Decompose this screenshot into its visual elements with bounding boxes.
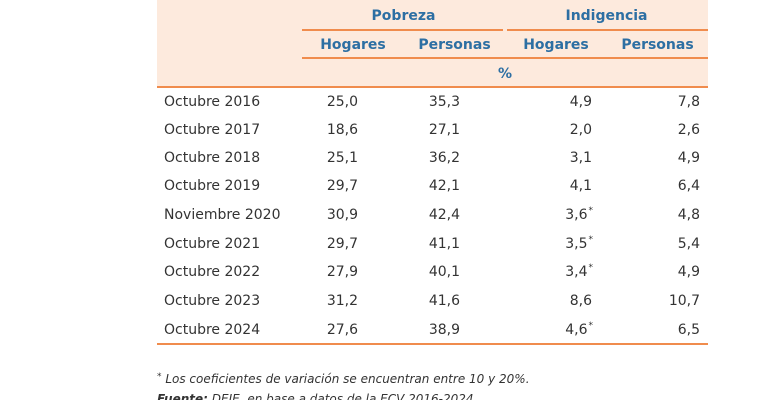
unit-label: % [497,66,513,82]
table-row: Octubre 2018 25,1 36,2 3,1 4,9 [157,144,708,172]
cell-indigencia-personas: 6,5 [677,322,700,338]
row-label: Octubre 2019 [164,178,261,194]
row-label: Octubre 2021 [164,236,261,252]
row-label: Octubre 2023 [164,293,261,309]
source-label: Fuente: [157,392,208,400]
header-bottom-rule [157,86,708,88]
cell-pobreza-personas: 36,2 [428,150,460,166]
table-row: Octubre 2022 27,9 40,1 3,4* 4,9 [157,258,708,286]
cell-indigencia-hogares: 3,5* [565,235,593,252]
cell-pobreza-hogares: 25,0 [326,94,358,110]
cell-indigencia-personas: 4,9 [677,264,700,280]
cell-indigencia-personas: 5,4 [677,236,700,252]
group-underline-pobreza [302,29,503,31]
cell-pobreza-hogares: 18,6 [326,122,358,138]
row-label: Octubre 2017 [164,122,261,138]
cell-indigencia-hogares: 4,9 [569,94,592,110]
footnote-text: Los coeficientes de variación se encuent… [165,372,530,386]
cell-pobreza-personas: 42,4 [428,207,460,223]
source-text: DEIE, en base a datos de la ECV 2016-202… [211,392,478,400]
cell-pobreza-hogares: 30,9 [326,207,358,223]
footnote-mark: * [157,372,162,382]
subheader-pobreza-hogares: Hogares [320,37,386,53]
source-note: Fuente: DEIE, en base a datos de la ECV … [157,392,477,400]
cell-pobreza-hogares: 27,6 [326,322,358,338]
cell-pobreza-hogares: 27,9 [326,264,358,280]
cell-pobreza-hogares: 29,7 [326,236,358,252]
footnote: * Los coeficientes de variación se encue… [157,372,530,386]
table-row: Octubre 2021 29,7 41,1 3,5* 5,4 [157,230,708,258]
group-header-indigencia: Indigencia [565,8,648,24]
row-label: Octubre 2016 [164,94,261,110]
table-bottom-rule [157,343,708,345]
cell-indigencia-hogares: 3,4* [565,263,593,280]
cell-pobreza-hogares: 29,7 [326,178,358,194]
cell-indigencia-personas: 4,8 [677,207,700,223]
cell-pobreza-hogares: 31,2 [326,293,358,309]
cell-indigencia-hogares: 3,1 [569,150,592,166]
table-row: Octubre 2017 18,6 27,1 2,0 2,6 [157,116,708,144]
cell-indigencia-hogares: 4,1 [569,178,592,194]
row-label: Noviembre 2020 [164,207,281,223]
cell-pobreza-personas: 35,3 [428,94,460,110]
cell-indigencia-hogares: 2,0 [569,122,592,138]
cell-pobreza-hogares: 25,1 [326,150,358,166]
row-label: Octubre 2024 [164,322,261,338]
row-label: Octubre 2022 [164,264,261,280]
cell-pobreza-personas: 41,6 [428,293,460,309]
cell-indigencia-personas: 2,6 [677,122,700,138]
row-label: Octubre 2018 [164,150,261,166]
subheader-indigencia-hogares: Hogares [523,37,589,53]
cell-indigencia-personas: 10,7 [668,293,700,309]
group-underline-indigencia [507,29,708,31]
cell-pobreza-personas: 38,9 [428,322,460,338]
table-row: Octubre 2023 31,2 41,6 8,6 10,7 [157,287,708,315]
table-header-background [157,0,708,87]
subheader-indigencia-personas: Personas [621,37,694,53]
cell-indigencia-hogares: 4,6* [565,321,593,338]
cell-indigencia-hogares: 3,6* [565,206,593,223]
cell-pobreza-personas: 40,1 [428,264,460,280]
cell-indigencia-personas: 6,4 [677,178,700,194]
cell-indigencia-hogares: 8,6 [569,293,592,309]
table-row: Noviembre 2020 30,9 42,4 3,6* 4,8 [157,201,708,229]
cell-pobreza-personas: 42,1 [428,178,460,194]
group-header-pobreza: Pobreza [371,8,436,24]
cell-indigencia-personas: 4,9 [677,150,700,166]
subheader-underline [302,57,708,59]
cell-indigencia-personas: 7,8 [677,94,700,110]
table-row: Octubre 2016 25,0 35,3 4,9 7,8 [157,88,708,116]
table-row: Octubre 2024 27,6 38,9 4,6* 6,5 [157,316,708,344]
table-row: Octubre 2019 29,7 42,1 4,1 6,4 [157,172,708,200]
subheader-pobreza-personas: Personas [418,37,491,53]
cell-pobreza-personas: 27,1 [428,122,460,138]
cell-pobreza-personas: 41,1 [428,236,460,252]
